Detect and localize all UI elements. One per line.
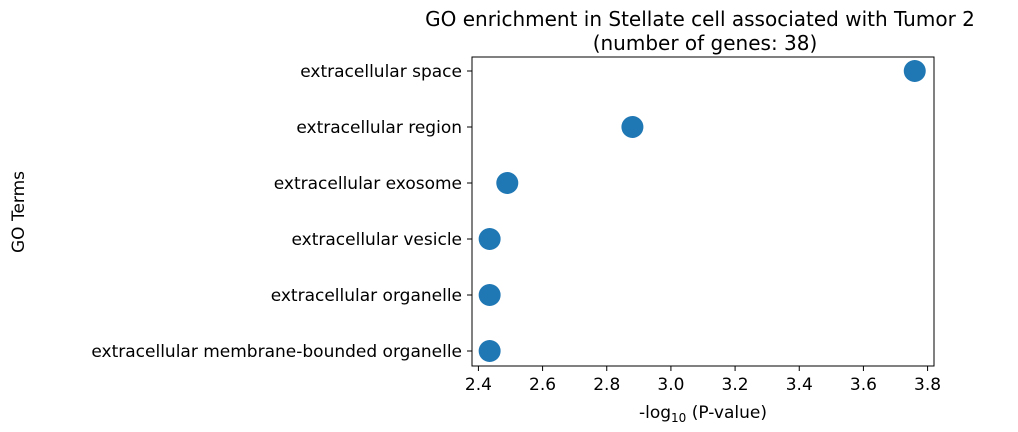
x-axis-label: -log10 (P-value) <box>639 403 767 425</box>
data-point <box>478 228 501 250</box>
y-tick-label: extracellular space <box>300 62 462 82</box>
x-tick-label: 3.8 <box>914 375 941 395</box>
x-axis-label-prefix: -log <box>639 403 671 423</box>
x-tick-label: 3.2 <box>722 375 749 395</box>
y-tick-label: extracellular region <box>296 118 462 138</box>
y-tick-label: extracellular vesicle <box>292 230 462 250</box>
data-point <box>478 340 501 362</box>
x-tick-label: 2.4 <box>465 375 492 395</box>
data-point <box>496 172 519 194</box>
x-axis-ticks: 2.4 2.6 2.8 3.0 3.2 3.4 3.6 3.8 <box>465 366 941 395</box>
x-tick-label: 3.4 <box>786 375 813 395</box>
data-points <box>478 60 926 362</box>
x-tick-label: 3.6 <box>850 375 877 395</box>
plot-area-frame <box>471 56 935 367</box>
y-tick-label: extracellular membrane-bounded organelle <box>91 342 462 362</box>
x-tick-label: 2.6 <box>529 375 556 395</box>
y-tick-label: extracellular exosome <box>274 174 462 194</box>
x-tick-label: 3.0 <box>657 375 684 395</box>
chart-title: GO enrichment in Stellate cell associate… <box>425 7 975 31</box>
y-tick-label: extracellular organelle <box>271 286 462 306</box>
x-axis-label-suffix: (P-value) <box>686 403 767 423</box>
y-axis-label: GO Terms <box>9 171 29 253</box>
y-axis-ticks: extracellular space extracellular region e… <box>91 62 472 362</box>
data-point <box>621 116 644 138</box>
x-tick-label: 2.8 <box>593 375 620 395</box>
chart-subtitle: (number of genes: 38) <box>593 31 818 55</box>
data-point <box>478 284 501 306</box>
data-point <box>903 60 926 82</box>
x-axis-label-subscript: 10 <box>671 411 686 425</box>
